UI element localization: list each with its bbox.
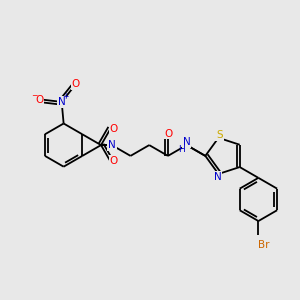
Text: N: N [58,97,65,107]
Text: N: N [183,137,190,147]
Text: O: O [165,128,173,139]
Text: Br: Br [258,240,269,250]
Text: S: S [216,130,223,140]
Text: O: O [110,156,118,166]
Text: H: H [178,146,185,154]
Text: O: O [35,95,44,105]
Text: −: − [31,91,38,100]
Text: O: O [110,124,118,134]
Text: N: N [214,172,221,182]
Text: +: + [62,92,69,101]
Text: O: O [71,79,80,89]
Text: N: N [108,140,116,150]
